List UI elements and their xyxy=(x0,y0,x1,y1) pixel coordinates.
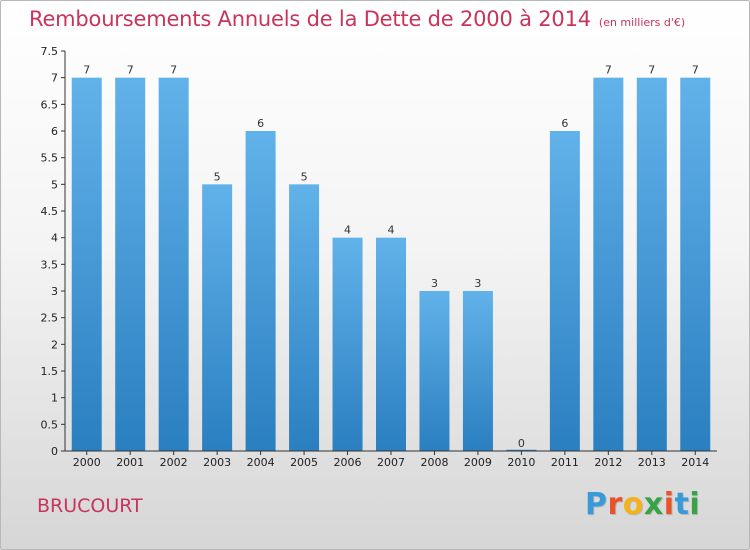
logo-letter: r xyxy=(607,487,623,522)
bar xyxy=(289,184,320,452)
bar-value-label: 5 xyxy=(214,170,221,183)
y-tick-label: 2.5 xyxy=(41,312,59,325)
x-tick-label: 2002 xyxy=(160,456,188,469)
y-axis: 0 0.5 1 1.5 2 2.5 3 3.5 4 4.5 5 5.5 6 6.5 7 7.5 xyxy=(41,45,66,458)
bar xyxy=(115,77,146,452)
x-tick-label: 2001 xyxy=(116,456,144,469)
chart-title: Remboursements Annuels de la Dette de 20… xyxy=(29,7,685,31)
y-tick-label: 1 xyxy=(51,392,58,405)
bar xyxy=(549,131,580,451)
logo-letter: x xyxy=(643,487,664,522)
bar-value-label: 7 xyxy=(692,64,699,77)
bar xyxy=(245,131,276,451)
x-tick-label: 2004 xyxy=(247,456,275,469)
bar-value-label: 7 xyxy=(170,64,177,77)
bar-value-label: 0 xyxy=(518,437,525,450)
bar xyxy=(376,237,406,451)
logo-letter: o xyxy=(622,487,644,522)
logo-letter: P xyxy=(585,487,608,522)
x-tick-label: 2008 xyxy=(420,456,448,469)
x-tick-label: 2007 xyxy=(377,456,405,469)
y-tick-label: 7 xyxy=(51,72,58,85)
chart-unit: (en milliers d'€) xyxy=(598,16,686,29)
bar-value-label: 7 xyxy=(605,64,612,77)
bar-value-label: 4 xyxy=(388,224,395,237)
y-tick-label: 2 xyxy=(51,338,58,351)
chart-title-text: Remboursements Annuels de la Dette de 20… xyxy=(29,7,591,31)
bar-value-label: 3 xyxy=(431,277,438,290)
bar-value-label: 4 xyxy=(344,224,351,237)
bar xyxy=(680,77,711,452)
x-tick-label: 2005 xyxy=(290,456,318,469)
y-tick-label: 6.5 xyxy=(41,98,59,111)
bar-value-label: 6 xyxy=(561,117,568,130)
y-tick-label: 6 xyxy=(51,125,58,138)
bar xyxy=(636,77,667,452)
y-tick-label: 1.5 xyxy=(41,365,59,378)
logo-letter: i xyxy=(663,487,675,522)
x-tick-label: 2009 xyxy=(464,456,492,469)
y-tick-label: 0 xyxy=(51,445,58,458)
x-tick-label: 2013 xyxy=(638,456,666,469)
proxiti-logo: Proxiti xyxy=(585,487,700,522)
y-tick-label: 5 xyxy=(51,178,58,191)
x-tick-label: 2012 xyxy=(594,456,622,469)
y-tick-label: 5.5 xyxy=(41,152,59,165)
bar-value-label: 7 xyxy=(648,64,655,77)
bar-value-label: 7 xyxy=(83,64,90,77)
bar-series xyxy=(71,77,711,452)
commune-name: BRUCOURT xyxy=(37,495,143,517)
x-axis: 2000 2001 2002 2003 2004 2005 2006 2007 2008 2009… xyxy=(65,450,717,469)
bar xyxy=(332,237,363,451)
bar xyxy=(593,77,624,452)
bar-value-labels: 7 7 7 5 6 5 4 4 3 3 0 6 7 7 7 xyxy=(83,64,699,450)
y-tick-label: 7.5 xyxy=(41,45,59,58)
x-tick-label: 2010 xyxy=(507,456,535,469)
x-tick-label: 2014 xyxy=(681,456,709,469)
bar-value-label: 3 xyxy=(474,277,481,290)
x-tick-label: 2011 xyxy=(551,456,579,469)
bar xyxy=(202,184,233,452)
x-tick-label: 2000 xyxy=(73,456,101,469)
x-tick-label: 2003 xyxy=(203,456,231,469)
y-tick-label: 0.5 xyxy=(41,418,59,431)
logo-letter: i xyxy=(689,487,701,522)
y-tick-label: 3 xyxy=(51,285,58,298)
bar xyxy=(71,77,102,452)
bar-value-label: 6 xyxy=(257,117,264,130)
bar xyxy=(419,291,450,451)
y-tick-label: 3.5 xyxy=(41,258,59,271)
y-tick-label: 4.5 xyxy=(41,205,59,218)
bar xyxy=(462,291,493,451)
x-tick-label: 2006 xyxy=(334,456,362,469)
logo-letter: t xyxy=(674,487,690,522)
bar-value-label: 7 xyxy=(127,64,134,77)
y-tick-label: 4 xyxy=(51,232,58,245)
bar xyxy=(158,77,189,452)
bar-value-label: 5 xyxy=(301,170,308,183)
